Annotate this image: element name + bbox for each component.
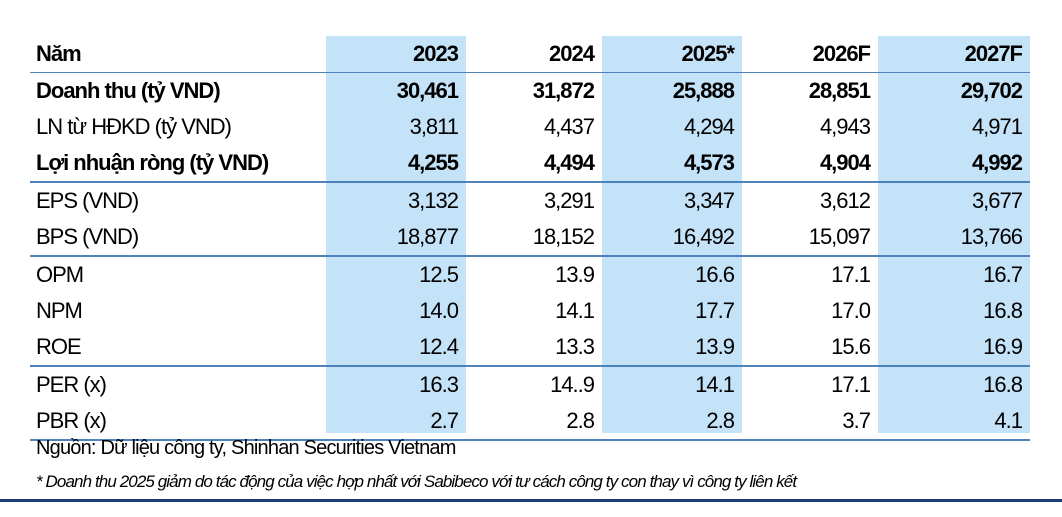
table-row-bps: BPS (VND) 18,877 18,152 16,492 15,097 13… [30, 219, 1030, 256]
cell-value: 31,872 [532, 78, 595, 103]
cell-value: 3,612 [742, 181, 878, 219]
footnote: * Doanh thu 2025 giảm do tác động của vi… [36, 472, 797, 491]
cell-value: 4,255 [407, 150, 459, 175]
bottom-divider [0, 499, 1062, 502]
header-year-2027f: 2027F [878, 36, 1030, 73]
table-header-row: Năm 2023 2024 2025* 2026F 2027F [30, 36, 1030, 73]
row-label: PER (x) [30, 365, 326, 403]
cell-value: 4,573 [683, 150, 735, 175]
row-label: Doanh thu (tỷ VND) [36, 78, 221, 103]
cell-value: 16.3 [326, 365, 466, 403]
cell-value: 17.1 [742, 255, 878, 293]
header-year-2026f: 2026F [742, 36, 878, 73]
table-row-per: PER (x) 16.3 14..9 14.1 17.1 16.8 [30, 365, 1030, 403]
cell-value: 15.6 [831, 334, 871, 359]
cell-value: 29,702 [960, 78, 1023, 103]
cell-value: 4,437 [543, 114, 595, 139]
cell-value: 17.1 [742, 365, 878, 403]
financial-table: Năm 2023 2024 2025* 2026F 2027F Doanh th… [30, 36, 1030, 441]
header-year-2025: 2025* [602, 36, 742, 73]
cell-value: 13.9 [466, 255, 602, 293]
row-label: ROE [36, 334, 82, 359]
cell-value: 12.4 [419, 334, 459, 359]
cell-value: 13.9 [695, 334, 735, 359]
cell-value: 14.0 [419, 298, 459, 323]
cell-value: 4,992 [971, 150, 1023, 175]
cell-value: 18,152 [532, 224, 595, 249]
cell-value: 13.3 [555, 334, 595, 359]
cell-value: 16,492 [672, 224, 735, 249]
table-row-operating-profit: LN từ HĐKD (tỷ VND) 3,811 4,437 4,294 4,… [30, 109, 1030, 145]
cell-value: 18,877 [396, 224, 459, 249]
cell-value: 4,943 [819, 114, 871, 139]
cell-value: 4,494 [543, 150, 595, 175]
cell-value: 16.7 [878, 255, 1030, 293]
cell-value: 3,132 [326, 181, 466, 219]
cell-value: 13,766 [960, 224, 1023, 249]
cell-value: 16.6 [602, 255, 742, 293]
cell-value: 15,097 [808, 224, 871, 249]
cell-value: 16.9 [983, 334, 1023, 359]
cell-value: 12.5 [326, 255, 466, 293]
table-row-opm: OPM 12.5 13.9 16.6 17.1 16.7 [30, 255, 1030, 293]
cell-value: 4.1 [878, 403, 1030, 441]
cell-value: 3,347 [602, 181, 742, 219]
cell-value: 2.8 [466, 403, 602, 441]
cell-value: 14.1 [602, 365, 742, 403]
table-row-revenue: Doanh thu (tỷ VND) 30,461 31,872 25,888 … [30, 73, 1030, 110]
cell-value: 3,811 [409, 114, 459, 139]
row-label: OPM [30, 255, 326, 293]
table-row-net-profit: Lợi nhuận ròng (tỷ VND) 4,255 4,494 4,57… [30, 145, 1030, 182]
row-label: NPM [36, 298, 83, 323]
cell-value: 4,294 [683, 114, 735, 139]
cell-value: 28,851 [808, 78, 871, 103]
table-row-pbr: PBR (x) 2.7 2.8 2.8 3.7 4.1 [30, 403, 1030, 441]
cell-value: 17.0 [831, 298, 871, 323]
row-label: EPS (VND) [30, 181, 326, 219]
row-label: LN từ HĐKD (tỷ VND) [36, 114, 232, 139]
table-row-npm: NPM 14.0 14.1 17.7 17.0 16.8 [30, 293, 1030, 329]
cell-value: 2.7 [326, 403, 466, 441]
header-year-2023: 2023 [326, 36, 466, 73]
cell-value: 16.8 [878, 365, 1030, 403]
row-label: Lợi nhuận ròng (tỷ VND) [36, 150, 269, 175]
cell-value: 3,677 [878, 181, 1030, 219]
cell-value: 17.7 [695, 298, 735, 323]
row-label: BPS (VND) [36, 224, 139, 249]
cell-value: 3,291 [466, 181, 602, 219]
row-label: PBR (x) [30, 403, 326, 441]
cell-value: 14.1 [555, 298, 595, 323]
cell-value: 16.8 [983, 298, 1023, 323]
table-row-eps: EPS (VND) 3,132 3,291 3,347 3,612 3,677 [30, 181, 1030, 219]
cell-value: 3.7 [742, 403, 878, 441]
header-year-2024: 2024 [466, 36, 602, 73]
header-year-label: Năm [30, 36, 326, 73]
table-row-roe: ROE 12.4 13.3 13.9 15.6 16.9 [30, 329, 1030, 366]
cell-value: 4,971 [971, 114, 1023, 139]
cell-value: 14..9 [466, 365, 602, 403]
cell-value: 30,461 [396, 78, 459, 103]
cell-value: 4,904 [819, 150, 871, 175]
source-note: Nguồn: Dữ liệu công ty, Shinhan Securiti… [36, 437, 456, 459]
cell-value: 25,888 [672, 78, 735, 103]
cell-value: 2.8 [602, 403, 742, 441]
